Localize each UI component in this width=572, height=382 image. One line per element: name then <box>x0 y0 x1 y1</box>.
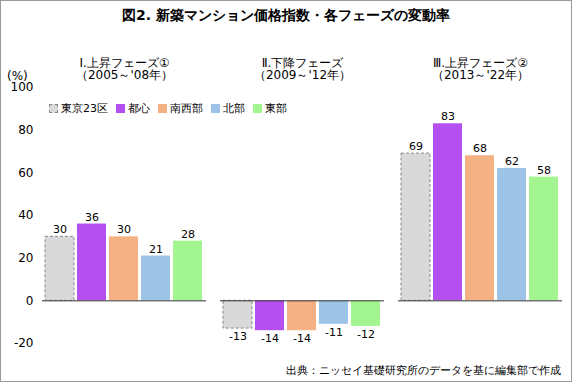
svg-text:62: 62 <box>505 155 519 168</box>
html-text:出典：ニッセイ基礎研究所のデータを基に編集部で作成: 出典：ニッセイ基礎研究所のデータを基に編集部で作成 <box>286 364 561 377</box>
html-text:東部: 東部 <box>265 102 287 116</box>
svg-text:69: 69 <box>409 140 423 153</box>
svg-text:Ⅲ.上昇フェーズ②（2013～'22年）: Ⅲ.上昇フェーズ②（2013～'22年） <box>432 56 529 82</box>
html-text:図2. 新築マンション価格指数・各フェーズの変動率: 図2. 新築マンション価格指数・各フェーズの変動率 <box>122 7 450 23</box>
svg-text:58: 58 <box>537 164 551 177</box>
svg-text:-14: -14 <box>261 332 279 345</box>
svg-text:-14: -14 <box>293 332 311 345</box>
svg-text:21: 21 <box>149 243 163 256</box>
svg-text:68: 68 <box>473 142 487 155</box>
svg-text:30: 30 <box>53 223 67 236</box>
html-text:東京23区: 東京23区 <box>61 102 108 116</box>
svg-text:-20: -20 <box>14 336 34 350</box>
svg-text:40: 40 <box>18 208 33 222</box>
svg-text:83: 83 <box>441 110 455 123</box>
html-text:南西部: 南西部 <box>170 102 203 116</box>
svg-text:Ⅱ.下降フェーズ（2009～'12年）: Ⅱ.下降フェーズ（2009～'12年） <box>254 56 351 82</box>
svg-text:36: 36 <box>85 211 99 224</box>
html-text:都心: 都心 <box>128 102 150 116</box>
svg-text:-13: -13 <box>229 330 247 343</box>
svg-text:30: 30 <box>117 223 131 236</box>
svg-text:80: 80 <box>18 123 33 137</box>
svg-text:28: 28 <box>181 228 195 241</box>
svg-text:Ⅰ.上昇フェーズ①（2005～'08年）: Ⅰ.上昇フェーズ①（2005～'08年） <box>76 56 173 82</box>
svg-text:0: 0 <box>26 294 34 308</box>
svg-text:-11: -11 <box>325 326 343 339</box>
svg-text:-12: -12 <box>357 328 375 341</box>
svg-text:20: 20 <box>18 251 33 265</box>
svg-text:100: 100 <box>11 80 34 94</box>
html-text:北部: 北部 <box>223 102 245 116</box>
svg-text:60: 60 <box>18 166 33 180</box>
